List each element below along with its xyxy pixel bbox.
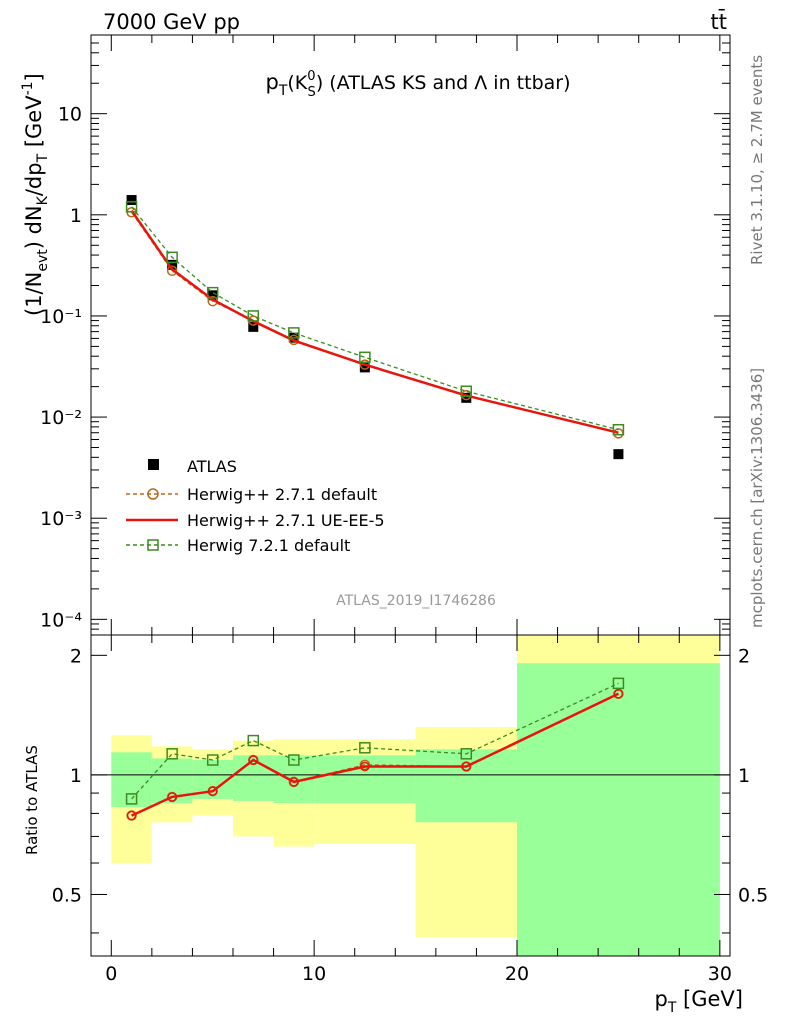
ratio-xtick-label: 30	[708, 963, 732, 985]
ratio-series	[125, 677, 625, 821]
main-panel: 10 1 10⁻¹ 10⁻² 10⁻³ 10⁻⁴ pT(K0 S) (ATLAS KS an…	[20, 34, 731, 636]
ratio-point-herwig271_ueee5	[461, 761, 472, 772]
ratio-point-herwig721	[206, 754, 219, 766]
ratio-point-herwig271_ueee5	[289, 777, 299, 787]
legend-label-herwig271-default: Herwig++ 2.7.1 default	[187, 485, 377, 504]
main-line-herwig271_default	[131, 211, 619, 435]
analysis-watermark: ATLAS_2019_I1746286	[336, 593, 496, 609]
ratio-line-herwig271_ueee5	[131, 692, 619, 817]
main-ytick-label: 10⁻¹	[40, 306, 82, 328]
legend: ATLAS Herwig++ 2.7.1 default Herwig++ 2.…	[126, 457, 385, 555]
legend-entry-atlas: ATLAS	[148, 457, 237, 476]
main-axis-ticks: 10 1 10⁻¹ 10⁻² 10⁻³ 10⁻⁴	[40, 34, 730, 636]
main-point-herwig721	[288, 327, 300, 339]
legend-entry-herwig271-ueee5: Herwig++ 2.7.1 UE-EE-5	[126, 511, 385, 530]
legend-marker-herwig271-default	[147, 488, 159, 500]
main-point-atlas	[248, 321, 259, 332]
rivet-label: Rivet 3.1.10, ≥ 2.7M events	[748, 55, 766, 265]
main-point-herwig271_default	[613, 428, 624, 439]
mcplots-label: mcplots.cern.ch [arXiv:1306.3436]	[748, 368, 766, 628]
ratio-axis-ticks: 0.5 0.51 12 20 10 20 30	[52, 635, 768, 985]
main-point-herwig271_default	[288, 334, 300, 346]
ratio-point-herwig271_default	[359, 759, 371, 771]
ratio-point-herwig721	[288, 754, 300, 766]
ratio-point-herwig721	[247, 734, 260, 747]
ratio-ytick-label-left: 0.5	[52, 884, 82, 906]
ratio-ylabel: Ratio to ATLAS	[23, 745, 41, 855]
main-point-atlas	[613, 449, 624, 460]
main-point-herwig721	[206, 286, 219, 299]
legend-label-herwig721: Herwig 7.2.1 default	[187, 536, 350, 555]
ratio-frame	[90, 634, 731, 957]
plot-title: pT(K0 S) (ATLAS KS and Λ in ttbar)	[265, 69, 570, 100]
ratio-point-herwig271_ueee5	[167, 792, 177, 802]
main-ytick-label: 1	[70, 205, 82, 227]
main-point-herwig721	[359, 351, 371, 364]
ratio-xtick-label: 20	[505, 963, 529, 985]
ratio-panel: 0.5 0.51 12 20 10 20 30 Ratio to ATLAS pT [GeV…	[23, 634, 768, 1016]
main-point-herwig721	[612, 423, 625, 436]
ratio-point-herwig271_ueee5	[248, 755, 259, 765]
ratio-ytick-label-left: 1	[70, 765, 82, 787]
ratio-band-inner	[517, 663, 720, 956]
ratio-band-inner	[415, 749, 517, 823]
ratio-ytick-label-right: 1	[738, 765, 750, 787]
main-point-atlas	[167, 259, 178, 270]
ratio-ytick-label-right: 0.5	[738, 884, 768, 906]
main-point-herwig271_default	[359, 359, 371, 370]
legend-entry-herwig721: Herwig 7.2.1 default	[126, 536, 350, 555]
ratio-xlabel: pT [GeV]	[654, 987, 743, 1016]
main-line-herwig271_ueee5	[130, 209, 619, 434]
legend-label-atlas: ATLAS	[187, 457, 237, 476]
ratio-ytick-label-left: 2	[70, 645, 82, 667]
ratio-point-herwig271_ueee5	[207, 786, 218, 796]
ratio-point-herwig271_ueee5	[360, 761, 370, 772]
ratio-point-herwig721	[460, 748, 473, 760]
main-series	[125, 195, 625, 460]
main-ytick-label: 10	[58, 104, 82, 126]
ratio-point-herwig721	[125, 793, 138, 805]
main-point-herwig721	[125, 201, 138, 213]
main-point-atlas	[126, 195, 137, 206]
main-point-herwig271_default	[166, 265, 178, 276]
ratio-band-inner	[111, 752, 152, 808]
ratio-xtick-label: 10	[302, 963, 326, 985]
main-point-atlas	[461, 392, 472, 403]
ratio-line-herwig721	[131, 682, 619, 800]
ratio-point-herwig721	[359, 742, 371, 754]
legend-label-herwig271-ueee5: Herwig++ 2.7.1 UE-EE-5	[187, 511, 385, 530]
header-right: tt̄	[711, 9, 727, 34]
main-point-atlas	[359, 362, 370, 373]
header-left: 7000 GeV pp	[103, 10, 240, 34]
ratio-band-inner	[314, 755, 416, 803]
main-ytick-label: 10⁻³	[40, 508, 82, 530]
ratio-point-herwig271_ueee5	[613, 689, 624, 699]
legend-entry-herwig271-default: Herwig++ 2.7.1 default	[126, 485, 377, 504]
legend-marker-atlas	[148, 459, 159, 470]
ratio-point-herwig271_ueee5	[126, 810, 137, 821]
main-point-herwig721	[460, 385, 473, 398]
main-ytick-label: 10⁻⁴	[40, 609, 82, 631]
ratio-point-herwig721	[612, 677, 625, 690]
ratio-point-herwig721	[166, 748, 178, 760]
ratio-xtick-label: 0	[105, 963, 117, 985]
legend-marker-herwig721	[147, 539, 159, 551]
main-line-herwig721	[131, 206, 619, 431]
ratio-band-inner	[233, 755, 274, 801]
main-ylabel: (1/Nevt) dNK/dpT [GeV-1]	[20, 73, 51, 316]
main-point-herwig721	[247, 310, 260, 322]
ratio-bands	[111, 635, 720, 956]
ratio-ytick-label-right: 2	[738, 645, 750, 667]
main-point-herwig721	[166, 251, 178, 264]
main-ytick-label: 10⁻²	[40, 407, 82, 429]
main-point-atlas	[207, 290, 218, 301]
